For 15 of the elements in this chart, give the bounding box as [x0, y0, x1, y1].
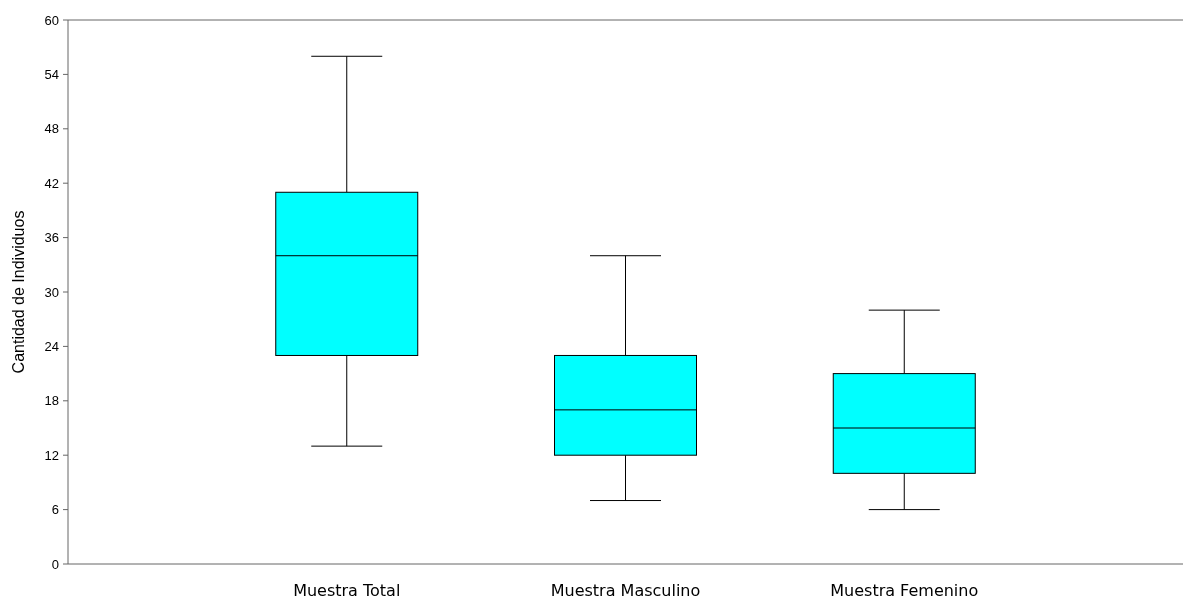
x-tick-label: Muestra Masculino [550, 581, 701, 600]
y-tick-label: 30 [44, 284, 59, 300]
y-tick-label: 60 [44, 12, 59, 28]
y-tick-label: 12 [44, 447, 59, 463]
y-tick-label: 24 [44, 338, 59, 354]
y-tick-label: 42 [44, 175, 59, 191]
y-axis-title: Cantidad de Individuos [10, 210, 27, 374]
y-tick-label: 18 [44, 393, 59, 409]
y-tick-label: 48 [44, 121, 59, 137]
x-tick-label: Muestra Total [293, 581, 401, 600]
y-tick-label: 6 [51, 502, 59, 518]
x-tick-label: Muestra Femenino [830, 581, 979, 600]
y-tick-label: 0 [51, 556, 59, 572]
y-tick-label: 54 [44, 66, 59, 82]
y-tick-label: 36 [44, 230, 59, 246]
